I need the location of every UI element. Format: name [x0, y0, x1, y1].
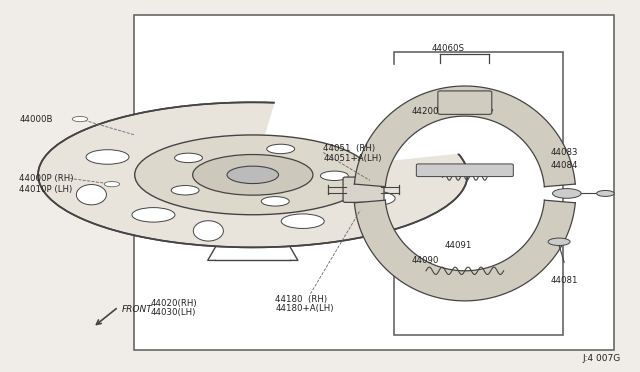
Polygon shape — [355, 200, 575, 301]
Text: 44200: 44200 — [412, 107, 439, 116]
FancyBboxPatch shape — [438, 91, 492, 114]
Ellipse shape — [134, 135, 371, 215]
Text: 44091: 44091 — [445, 241, 472, 250]
Ellipse shape — [38, 102, 467, 247]
Wedge shape — [253, 40, 485, 175]
Ellipse shape — [76, 185, 106, 205]
Ellipse shape — [72, 116, 88, 122]
Ellipse shape — [552, 189, 581, 198]
Ellipse shape — [267, 144, 294, 154]
Ellipse shape — [86, 150, 129, 164]
Bar — [134, 15, 614, 350]
Ellipse shape — [548, 238, 570, 246]
Ellipse shape — [360, 168, 373, 173]
Text: 44000B: 44000B — [19, 115, 52, 124]
FancyBboxPatch shape — [417, 164, 513, 177]
Ellipse shape — [175, 153, 202, 163]
Text: 44081: 44081 — [550, 276, 578, 285]
Text: 44020(RH): 44020(RH) — [150, 299, 197, 308]
Text: 44180  (RH): 44180 (RH) — [275, 295, 327, 304]
Ellipse shape — [281, 214, 324, 228]
Ellipse shape — [352, 191, 395, 206]
Text: 44090: 44090 — [412, 256, 439, 265]
Text: 44083: 44083 — [550, 148, 578, 157]
Ellipse shape — [596, 190, 614, 196]
Ellipse shape — [193, 154, 313, 195]
Polygon shape — [355, 86, 575, 187]
Ellipse shape — [227, 166, 278, 183]
Ellipse shape — [172, 186, 199, 195]
Ellipse shape — [132, 208, 175, 222]
Ellipse shape — [104, 182, 120, 187]
Text: 44000P (RH): 44000P (RH) — [19, 174, 74, 183]
Ellipse shape — [261, 197, 289, 206]
Text: 44180+A(LH): 44180+A(LH) — [275, 304, 333, 313]
Text: 44010P (LH): 44010P (LH) — [19, 185, 72, 194]
Bar — [394, 52, 563, 335]
Text: 44084: 44084 — [550, 161, 578, 170]
Text: 44051+A(LH): 44051+A(LH) — [323, 154, 381, 163]
Text: 44051  (RH): 44051 (RH) — [323, 144, 375, 153]
Text: 44060S: 44060S — [432, 44, 465, 53]
Text: 44030(LH): 44030(LH) — [150, 308, 196, 317]
FancyBboxPatch shape — [343, 177, 384, 202]
Text: J:4 007G: J:4 007G — [582, 354, 621, 363]
Ellipse shape — [321, 171, 348, 180]
Text: FRONT: FRONT — [122, 305, 152, 314]
Ellipse shape — [193, 221, 223, 241]
